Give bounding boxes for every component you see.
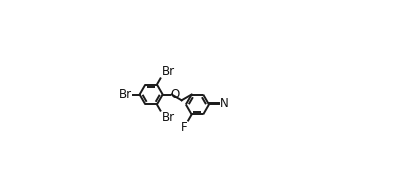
Text: Br: Br <box>161 65 174 78</box>
Text: N: N <box>220 97 229 110</box>
Text: Br: Br <box>161 111 174 124</box>
Text: O: O <box>170 88 180 101</box>
Text: Br: Br <box>118 88 132 101</box>
Text: F: F <box>181 121 188 134</box>
